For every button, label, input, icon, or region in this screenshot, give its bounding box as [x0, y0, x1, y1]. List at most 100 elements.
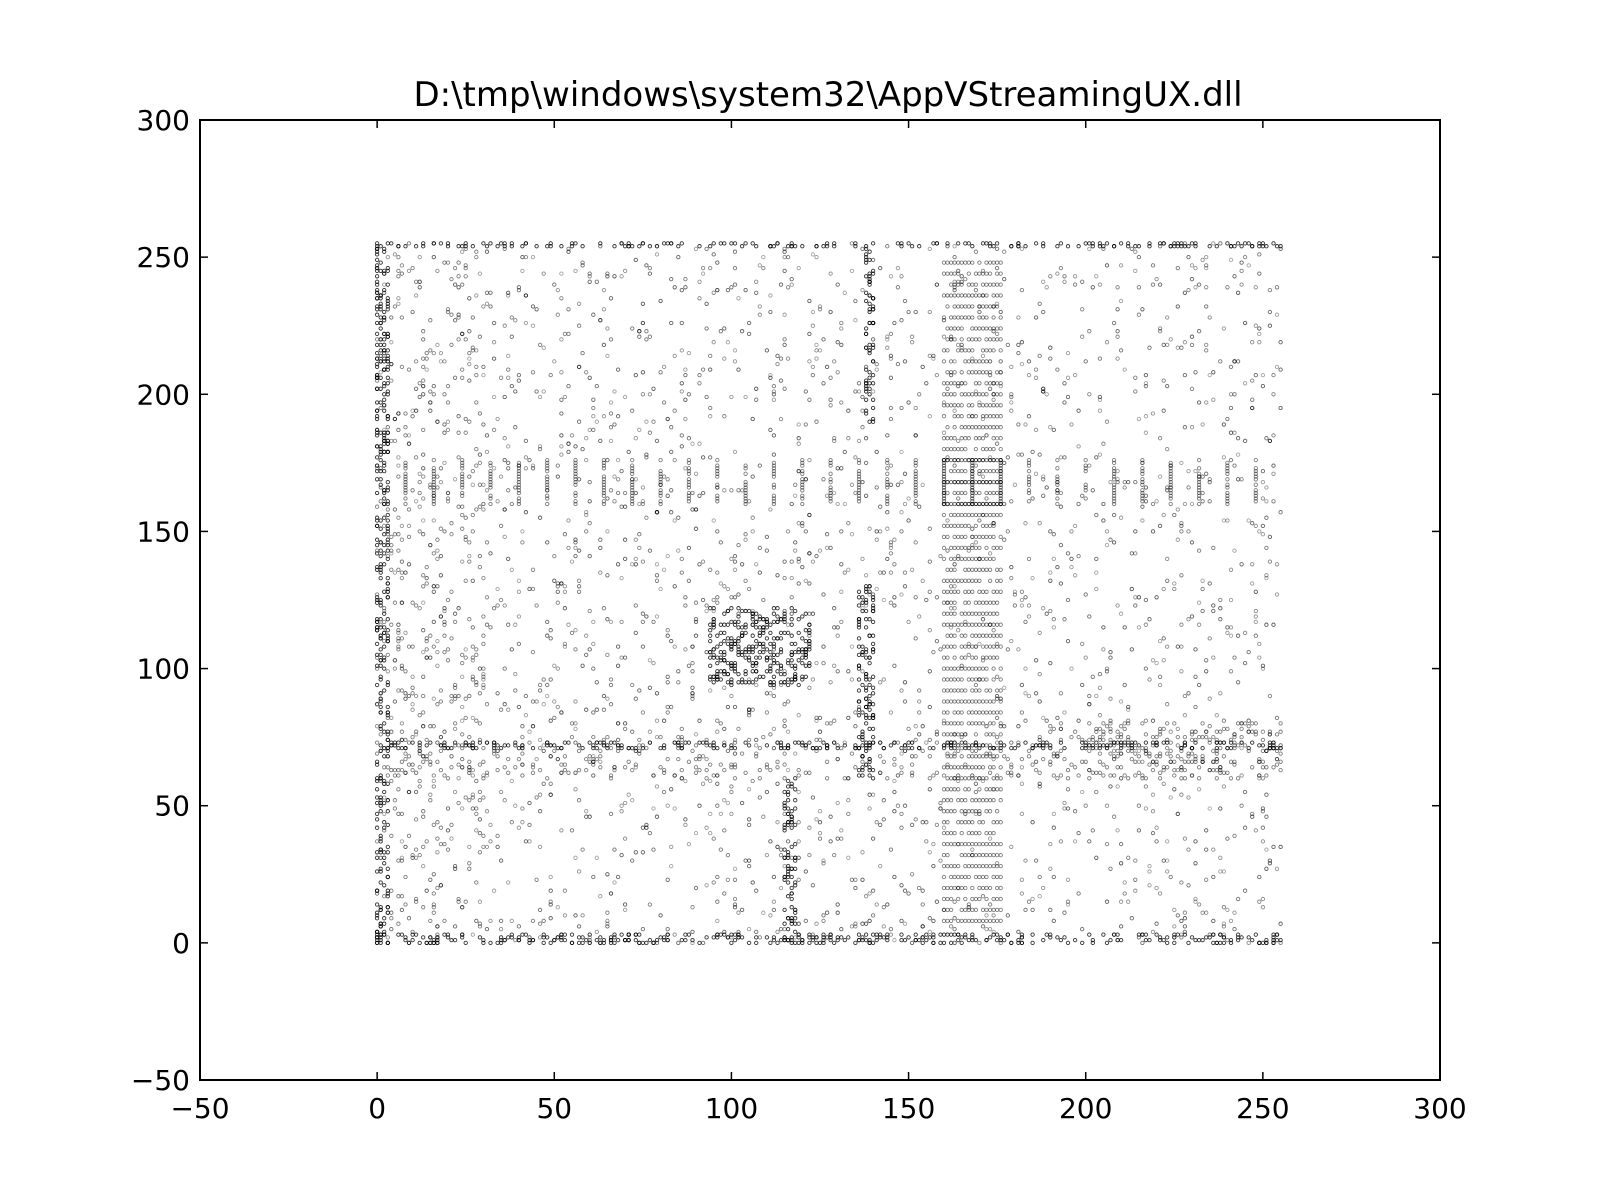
- data-point: [835, 937, 840, 943]
- data-point: [615, 367, 621, 372]
- data-point: [374, 455, 380, 460]
- data-point: [679, 570, 684, 575]
- data-point: [410, 685, 415, 690]
- data-point: [931, 863, 936, 869]
- data-point: [895, 803, 901, 808]
- data-point: [832, 606, 837, 611]
- data-point: [743, 537, 748, 542]
- data-point: [870, 389, 876, 394]
- data-point: [463, 416, 468, 422]
- data-point: [895, 265, 901, 271]
- data-point: [491, 888, 497, 893]
- data-point: [1143, 430, 1149, 435]
- data-point: [948, 334, 954, 339]
- data-point: [481, 364, 486, 370]
- data-point: [576, 548, 582, 553]
- data-point: [881, 924, 886, 929]
- data-point: [1161, 512, 1166, 518]
- data-point: [729, 745, 734, 751]
- data-point: [863, 603, 869, 608]
- data-point: [591, 619, 596, 625]
- data-point: [1271, 433, 1276, 438]
- data-point: [994, 241, 1000, 246]
- data-point: [754, 940, 759, 946]
- data-point: [374, 762, 380, 767]
- data-point: [1019, 781, 1025, 786]
- data-point: [562, 606, 568, 611]
- data-point: [874, 361, 879, 367]
- data-point: [591, 743, 596, 748]
- data-point: [1101, 501, 1106, 507]
- data-point: [573, 855, 578, 860]
- data-point: [378, 724, 383, 729]
- data-point: [552, 359, 557, 364]
- data-point: [917, 885, 922, 891]
- data-point: [484, 488, 490, 493]
- data-point: [909, 872, 915, 877]
- data-point: [389, 315, 394, 320]
- data-point: [899, 751, 904, 756]
- data-point: [506, 488, 511, 493]
- data-point: [1157, 244, 1163, 249]
- data-point: [1274, 715, 1280, 721]
- data-point: [382, 655, 387, 660]
- data-point: [690, 696, 695, 701]
- data-point: [1005, 647, 1010, 652]
- data-point: [1257, 326, 1262, 331]
- data-point: [584, 457, 589, 463]
- data-point: [888, 356, 894, 361]
- data-point: [1065, 638, 1071, 644]
- data-point: [920, 482, 925, 487]
- data-point: [477, 740, 483, 745]
- data-point: [994, 715, 1000, 721]
- data-point: [732, 877, 738, 882]
- data-point: [1009, 564, 1014, 570]
- data-point: [810, 677, 816, 682]
- data-point: [980, 617, 986, 622]
- data-point: [445, 847, 451, 852]
- data-point: [559, 433, 564, 438]
- data-point: [1204, 910, 1209, 915]
- data-point: [559, 710, 564, 715]
- data-point: [821, 740, 826, 745]
- data-point: [1278, 921, 1283, 926]
- data-point: [686, 841, 692, 847]
- data-point: [679, 389, 684, 394]
- data-point: [658, 298, 663, 304]
- data-point: [506, 707, 511, 712]
- data-point: [506, 353, 511, 359]
- data-point: [686, 578, 692, 583]
- data-point: [378, 466, 383, 471]
- data-point: [378, 244, 383, 249]
- data-point: [378, 773, 383, 778]
- data-point: [622, 721, 628, 726]
- data-point: [803, 918, 808, 924]
- data-point: [537, 907, 543, 913]
- data-point: [506, 460, 511, 466]
- data-point: [374, 902, 380, 907]
- data-point: [594, 383, 599, 389]
- data-point: [1200, 578, 1205, 583]
- data-point: [775, 820, 780, 825]
- data-point: [1048, 578, 1053, 583]
- data-point: [640, 850, 646, 855]
- data-point: [849, 924, 855, 929]
- data-point: [697, 372, 702, 378]
- data-point: [410, 674, 415, 679]
- data-point: [548, 372, 553, 378]
- data-point: [732, 449, 738, 455]
- data-point: [1161, 658, 1166, 663]
- data-point: [1250, 521, 1255, 526]
- data-point: [1250, 397, 1255, 402]
- data-point: [987, 551, 993, 556]
- data-point: [661, 935, 667, 940]
- data-point: [1175, 811, 1180, 817]
- data-point: [385, 353, 390, 359]
- data-point: [729, 556, 734, 562]
- data-point: [863, 493, 869, 498]
- data-point: [874, 937, 879, 943]
- data-point: [573, 726, 578, 732]
- data-point: [1211, 608, 1216, 614]
- data-point: [1041, 493, 1046, 498]
- data-point: [382, 820, 387, 825]
